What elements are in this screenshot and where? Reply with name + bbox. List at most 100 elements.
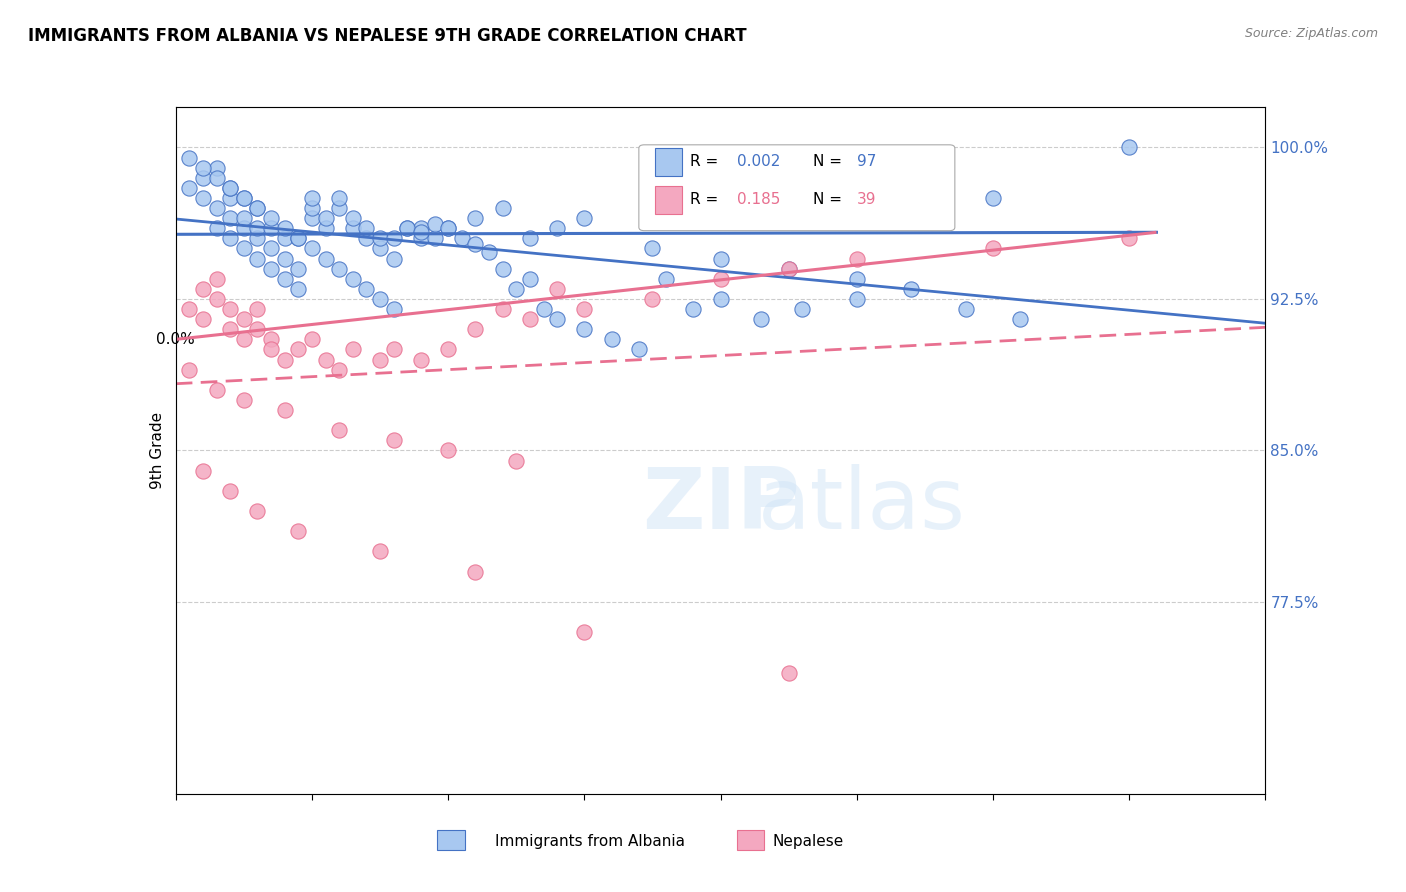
Point (205, 221, 228, 235)
Point (342, 221, 364, 235)
Point (219, 191, 242, 205)
Point (232, 332, 254, 346)
Point (356, 282, 378, 296)
Point (1010, 312, 1032, 326)
Point (710, 252, 733, 266)
Point (315, 211, 337, 226)
Point (600, 332, 623, 346)
Point (492, 261, 515, 276)
Point (246, 201, 269, 215)
Point (1118, 140, 1140, 154)
Point (260, 261, 283, 276)
Text: 0.185: 0.185 (737, 193, 780, 207)
Point (219, 483, 242, 498)
Point (287, 343, 309, 357)
Text: ZIP: ZIP (641, 464, 800, 547)
Point (287, 282, 309, 296)
Point (655, 271, 678, 285)
FancyBboxPatch shape (655, 186, 682, 213)
Point (437, 221, 460, 235)
Point (191, 312, 214, 326)
Point (368, 231, 391, 245)
Point (533, 301, 555, 316)
Point (260, 221, 283, 235)
Point (409, 221, 432, 235)
Point (205, 161, 228, 175)
Point (179, 181, 201, 195)
Point (191, 191, 214, 205)
Point (845, 252, 868, 266)
Point (328, 191, 350, 205)
Point (546, 312, 568, 326)
Point (246, 504, 269, 518)
Text: N =: N = (813, 193, 842, 207)
Point (315, 221, 337, 235)
Point (205, 292, 228, 306)
Point (382, 231, 405, 245)
Point (574, 322, 596, 336)
Point (710, 271, 733, 285)
Point (232, 211, 254, 226)
Point (219, 211, 242, 226)
Point (955, 301, 977, 316)
Point (246, 301, 269, 316)
Point (301, 332, 323, 346)
Point (900, 282, 922, 296)
Point (368, 292, 391, 306)
Text: 0.0%: 0.0% (156, 333, 195, 347)
Text: N =: N = (813, 154, 842, 169)
Text: 97: 97 (856, 154, 876, 169)
Point (191, 464, 214, 478)
Point (492, 201, 515, 215)
Point (205, 201, 228, 215)
Point (751, 312, 773, 326)
Point (682, 301, 704, 316)
Point (492, 301, 515, 316)
Point (315, 252, 337, 266)
Point (519, 271, 541, 285)
Point (437, 443, 460, 458)
Point (382, 252, 405, 266)
Point (368, 242, 391, 256)
Point (546, 221, 568, 235)
Point (423, 217, 446, 231)
Point (356, 221, 378, 235)
Point (519, 231, 541, 245)
Text: Source: ZipAtlas.com: Source: ZipAtlas.com (1244, 27, 1378, 40)
Point (179, 301, 201, 316)
Point (981, 242, 1004, 256)
Point (328, 362, 350, 376)
Point (274, 252, 297, 266)
Point (546, 282, 568, 296)
Point (574, 211, 596, 226)
Point (260, 332, 283, 346)
Point (328, 261, 350, 276)
Point (246, 322, 269, 336)
Point (274, 231, 297, 245)
Point (845, 271, 868, 285)
Point (368, 352, 391, 367)
Point (437, 343, 460, 357)
Point (710, 292, 733, 306)
Point (205, 271, 228, 285)
Point (409, 352, 432, 367)
FancyBboxPatch shape (737, 830, 765, 850)
Point (778, 261, 800, 276)
Point (641, 292, 664, 306)
Point (219, 322, 242, 336)
Text: R =: R = (690, 193, 718, 207)
Point (205, 170, 228, 185)
Point (232, 191, 254, 205)
Point (315, 352, 337, 367)
Point (450, 231, 472, 245)
Point (274, 352, 297, 367)
Point (232, 242, 254, 256)
Text: Nepalese: Nepalese (772, 834, 844, 849)
Point (519, 312, 541, 326)
Point (409, 225, 432, 239)
Point (778, 261, 800, 276)
FancyBboxPatch shape (437, 830, 464, 850)
Point (409, 231, 432, 245)
Point (260, 211, 283, 226)
Point (301, 201, 323, 215)
